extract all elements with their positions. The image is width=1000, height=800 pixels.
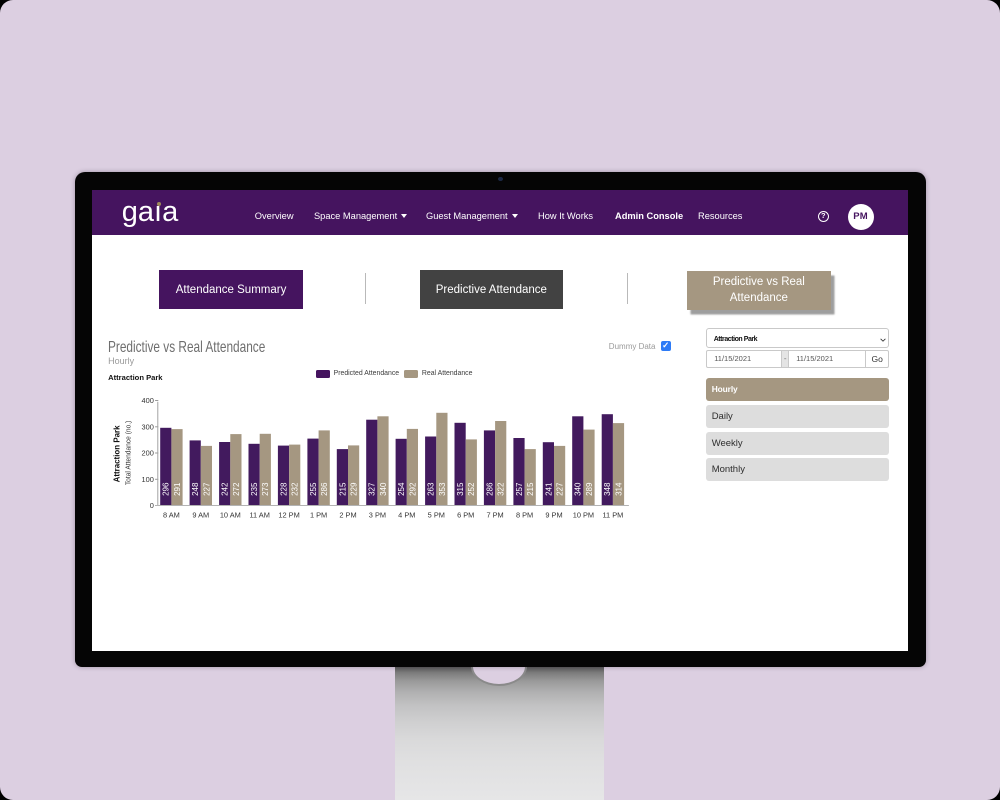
svg-text:227: 227 [556,482,565,496]
svg-text:241: 241 [545,482,554,496]
svg-text:340: 340 [574,482,583,496]
svg-text:263: 263 [427,482,436,496]
svg-text:4 PM: 4 PM [398,510,415,519]
svg-text:286: 286 [320,482,329,496]
svg-text:215: 215 [526,482,535,496]
svg-text:215: 215 [339,482,348,496]
svg-text:289: 289 [585,482,594,496]
svg-text:291: 291 [173,482,182,496]
svg-text:353: 353 [438,482,447,496]
svg-text:5 PM: 5 PM [428,510,445,519]
svg-text:2 PM: 2 PM [340,510,357,519]
svg-text:315: 315 [456,482,465,496]
svg-text:6 PM: 6 PM [457,510,474,519]
svg-text:272: 272 [232,482,241,496]
svg-text:242: 242 [221,482,230,496]
svg-text:229: 229 [350,482,359,496]
svg-text:11 PM: 11 PM [603,510,624,519]
svg-text:255: 255 [309,482,318,496]
svg-text:296: 296 [162,482,171,496]
svg-text:248: 248 [191,482,200,496]
svg-text:327: 327 [368,482,377,496]
svg-text:1 PM: 1 PM [310,510,327,519]
svg-text:200: 200 [142,448,154,457]
svg-text:9 PM: 9 PM [546,510,563,519]
svg-text:Attraction Park: Attraction Park [113,425,122,483]
svg-text:322: 322 [497,482,506,496]
svg-text:3 PM: 3 PM [369,510,386,519]
svg-text:400: 400 [142,396,154,405]
svg-text:257: 257 [515,482,524,496]
svg-text:12 PM: 12 PM [279,510,300,519]
svg-text:7 PM: 7 PM [487,510,504,519]
svg-text:8 AM: 8 AM [163,510,180,519]
svg-text:11 AM: 11 AM [250,510,270,519]
svg-text:286: 286 [486,482,495,496]
svg-text:227: 227 [203,482,212,496]
svg-text:9 AM: 9 AM [193,510,210,519]
svg-text:10 PM: 10 PM [573,510,594,519]
svg-text:252: 252 [467,482,476,496]
svg-text:273: 273 [261,482,270,496]
svg-text:10 AM: 10 AM [220,510,241,519]
svg-text:8 PM: 8 PM [516,510,533,519]
svg-text:340: 340 [379,482,388,496]
svg-text:228: 228 [280,482,289,496]
svg-text:100: 100 [142,475,154,484]
svg-text:300: 300 [142,422,154,431]
svg-text:254: 254 [397,482,406,496]
svg-text:0: 0 [150,501,154,510]
svg-text:235: 235 [250,482,259,496]
svg-text:Total Attendance (no.): Total Attendance (no.) [124,420,133,485]
svg-text:292: 292 [409,482,418,496]
svg-text:314: 314 [615,482,624,496]
svg-text:232: 232 [291,482,300,496]
svg-text:348: 348 [603,482,612,496]
